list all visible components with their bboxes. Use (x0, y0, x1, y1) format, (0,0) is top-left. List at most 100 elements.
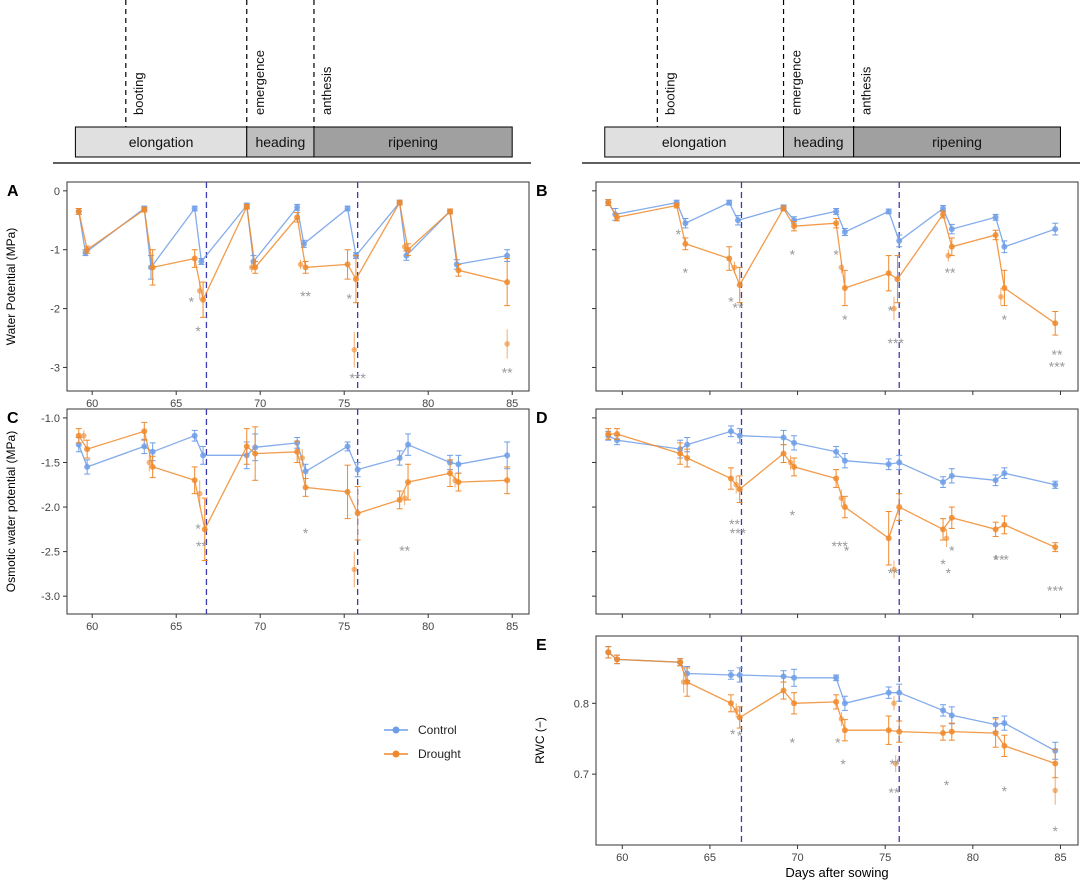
stage-label-ripening: ripening (388, 134, 438, 150)
x-tick-label: 85 (506, 621, 518, 633)
legend-entry-drought: Drought (384, 747, 461, 761)
data-point-control (198, 258, 205, 265)
data-point-drought (243, 443, 250, 450)
data-point-control (896, 237, 903, 244)
data-point-control (896, 689, 903, 696)
extra-data-point (787, 459, 794, 466)
significance-marker: * (1002, 311, 1008, 327)
extra-data-point (249, 264, 255, 271)
extra-data-point (838, 495, 845, 501)
data-point-drought (1001, 742, 1008, 749)
significance-marker: * (790, 735, 796, 751)
data-point-drought (141, 428, 148, 435)
extra-data-point (351, 346, 358, 353)
data-point-control (948, 712, 955, 719)
data-point-control (791, 439, 798, 446)
data-point-control (885, 208, 892, 215)
stage-diagram-left: elongation heading ripening booting emergenc… (53, 0, 531, 164)
data-point-drought (605, 430, 612, 437)
extra-data-point (838, 716, 845, 722)
panel-label: C (7, 410, 19, 427)
x-tick-label: 80 (422, 621, 434, 633)
data-point-control (1001, 243, 1008, 250)
extra-data-point (943, 535, 950, 542)
data-point-drought (149, 264, 156, 271)
data-point-drought (201, 526, 208, 533)
legend-drought-marker (392, 750, 400, 758)
data-point-drought (736, 282, 743, 289)
extra-data-point (733, 481, 740, 488)
significance-marker: * (1003, 552, 1009, 568)
x-tick-label: 75 (338, 398, 350, 410)
significance-marker: * (888, 565, 894, 581)
significance-marker: * (993, 552, 999, 568)
extra-data-point (351, 566, 358, 573)
data-point-drought (780, 205, 787, 212)
significance-marker: *** (730, 525, 747, 541)
significance-marker: * (840, 756, 846, 772)
significance-marker: ** (889, 784, 900, 800)
y-axis-title: Water Potential (MPa) (4, 228, 18, 346)
extra-data-point (838, 264, 845, 271)
data-point-drought (940, 730, 947, 737)
data-point-drought (1052, 320, 1059, 327)
legend: Control Drought (384, 723, 461, 761)
extra-data-point (299, 455, 306, 461)
x-tick-label: 85 (1054, 852, 1066, 864)
y-tick-label: -3.0 (41, 591, 60, 603)
legend-entry-control: Control (384, 723, 457, 737)
panel-e-rwc: E 0.8 0.7 60 65 70 75 80 85 RWC (−) Days after sow… (533, 635, 1079, 880)
data-point-drought (1001, 284, 1008, 291)
stage-label-elongation: elongation (129, 134, 194, 150)
data-point-drought (726, 255, 733, 262)
x-tick-label: 80 (967, 852, 979, 864)
significance-marker: * (683, 264, 689, 280)
y-tick-label: 0.8 (574, 698, 589, 710)
data-point-drought (75, 432, 82, 439)
significance-marker: * (893, 565, 899, 581)
data-point-drought (940, 211, 947, 218)
data-point-control (344, 443, 351, 450)
significance-marker: * (790, 507, 796, 523)
significance-marker: * (946, 565, 952, 581)
panel-b-water-potential: B****** ************** (536, 181, 1079, 395)
data-point-drought (1052, 760, 1059, 767)
significance-marker: * (347, 291, 353, 307)
data-point-drought (149, 463, 156, 470)
significance-marker: * (844, 543, 850, 559)
data-point-drought (455, 267, 462, 274)
data-point-control (948, 472, 955, 479)
extra-data-point (680, 679, 687, 685)
data-point-drought (736, 486, 743, 493)
data-point-control (684, 441, 691, 448)
data-point-control (833, 674, 840, 681)
data-point-drought (84, 246, 91, 253)
stage-label-ripening: ripening (932, 134, 982, 150)
data-point-control (1052, 481, 1059, 488)
stage-event-label-booting: booting (131, 72, 146, 115)
data-point-drought (141, 206, 148, 213)
data-point-control (682, 220, 689, 227)
data-point-drought (191, 477, 198, 484)
stage-box-heading (246, 126, 315, 158)
data-point-control (940, 479, 947, 486)
significance-marker: * (730, 726, 736, 742)
data-point-control (200, 452, 207, 459)
data-point-control (1052, 226, 1059, 233)
significance-marker: * (835, 735, 841, 751)
data-point-control (726, 199, 733, 206)
panel-c-osmotic-potential: C -1.0 -1.5 -2.0 -2.5 -3.0 60 65 70 75 80 85 Osmotic… (4, 408, 530, 633)
y-tick-label: -2.5 (41, 547, 60, 559)
significance-marker: * (1052, 823, 1058, 839)
data-point-drought (791, 463, 798, 470)
significance-marker: ** (1052, 347, 1063, 363)
significance-marker: ** (994, 552, 1005, 568)
data-point-drought (84, 446, 91, 453)
y-axis-title: RWC (−) (533, 717, 547, 764)
y-tick-label: -2 (50, 304, 60, 316)
data-point-drought (841, 284, 848, 291)
data-point-control (727, 671, 734, 678)
data-point-drought (344, 261, 351, 268)
data-point-drought (614, 430, 621, 437)
